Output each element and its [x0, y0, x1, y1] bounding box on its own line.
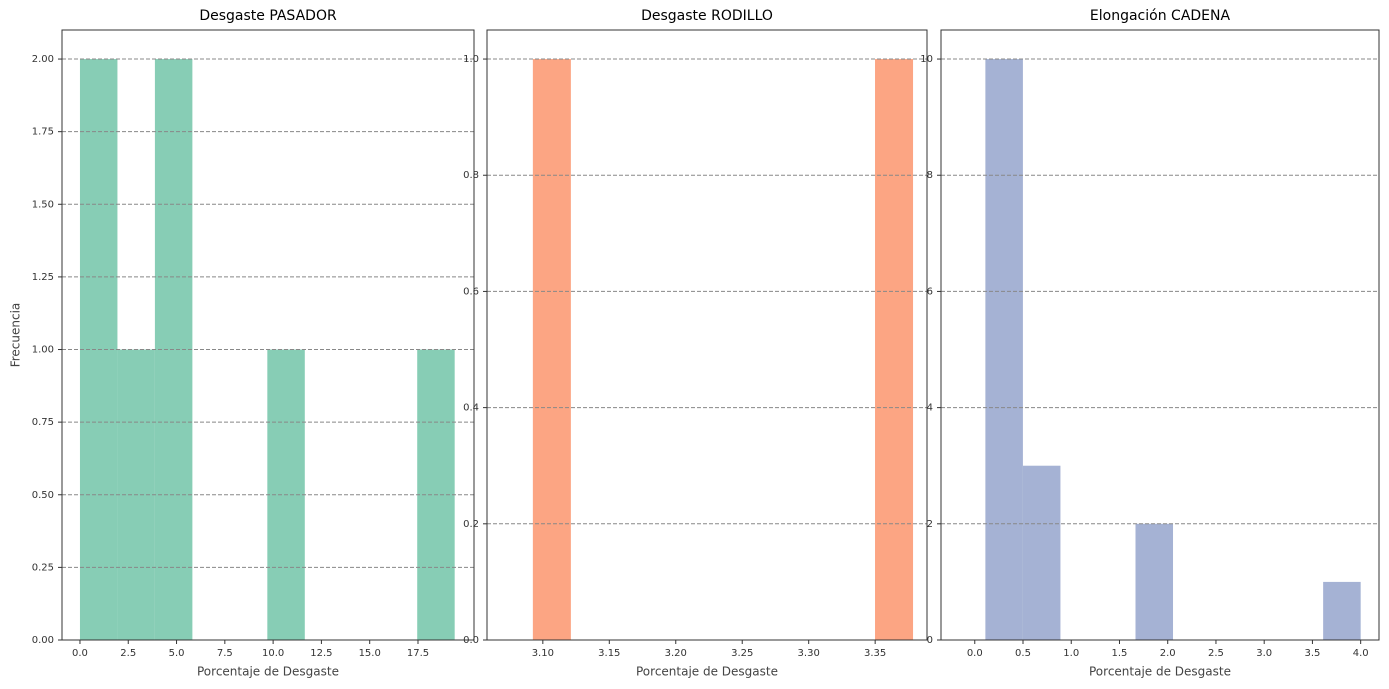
y-tick-label: 2.00	[32, 54, 54, 65]
x-tick-label: 12.5	[310, 648, 332, 659]
y-tick-label: 0.75	[32, 417, 54, 428]
x-tick-label: 3.0	[1256, 648, 1272, 659]
chart-title: Desgaste RODILLO	[641, 8, 773, 24]
x-tick-label: 1.0	[1063, 648, 1079, 659]
x-tick-label: 7.5	[217, 648, 233, 659]
axes-frame	[940, 29, 1380, 641]
x-tick-label: 17.5	[407, 648, 429, 659]
bar	[1022, 465, 1061, 640]
bar	[1323, 581, 1361, 640]
x-axis-label: Porcentaje de Desgaste	[1089, 665, 1231, 679]
x-tick-label: 3.15	[598, 648, 620, 659]
y-tick-label: 0.25	[32, 562, 54, 573]
y-tick-label: 0.6	[463, 286, 479, 297]
y-tick-label: 0.8	[463, 170, 479, 181]
x-tick-label: 5.0	[169, 648, 185, 659]
x-tick-label: 0.0	[967, 648, 983, 659]
y-tick-label: 0	[927, 635, 933, 646]
y-tick-label: 1.25	[32, 272, 54, 283]
y-tick-label: 2	[927, 519, 933, 530]
y-tick-label: 8	[927, 170, 933, 181]
bar	[532, 59, 571, 641]
x-tick-label: 4.0	[1353, 648, 1369, 659]
x-tick-label: 3.20	[665, 648, 687, 659]
y-tick-label: 0.4	[463, 403, 479, 414]
x-tick-label: 1.5	[1112, 648, 1128, 659]
bar	[1135, 523, 1174, 640]
x-tick-label: 3.10	[532, 648, 554, 659]
y-tick-label: 0.0	[463, 635, 479, 646]
y-tick-label: 0.2	[463, 519, 479, 530]
x-tick-label: 0.5	[1015, 648, 1031, 659]
x-axis-label: Porcentaje de Desgaste	[636, 665, 778, 679]
x-tick-label: 2.5	[1208, 648, 1224, 659]
x-tick-label: 2.5	[120, 648, 136, 659]
x-tick-label: 3.5	[1304, 648, 1320, 659]
chart-title: Desgaste PASADOR	[199, 8, 337, 24]
bar	[985, 59, 1023, 641]
y-tick-label: 6	[927, 286, 933, 297]
y-tick-label: 1.0	[463, 54, 479, 65]
x-tick-label: 2.0	[1160, 648, 1176, 659]
y-tick-label: 1.50	[32, 199, 54, 210]
y-tick-label: 10	[920, 54, 933, 65]
x-tick-label: 0.0	[72, 648, 88, 659]
bar	[875, 59, 914, 641]
y-tick-label: 0.50	[32, 490, 54, 501]
y-axis-label: Frecuencia	[9, 303, 23, 368]
x-tick-label: 15.0	[359, 648, 381, 659]
y-tick-label: 0.00	[32, 635, 54, 646]
chart-title: Elongación CADENA	[1090, 8, 1231, 24]
x-axis-label: Porcentaje de Desgaste	[197, 665, 339, 679]
axes-frame	[486, 29, 928, 641]
x-tick-label: 10.0	[262, 648, 284, 659]
axes-frame	[61, 29, 475, 641]
x-tick-label: 3.30	[798, 648, 820, 659]
y-tick-label: 4	[927, 403, 933, 414]
x-tick-label: 3.35	[864, 648, 886, 659]
x-tick-label: 3.25	[731, 648, 753, 659]
y-tick-label: 1.75	[32, 127, 54, 138]
y-tick-label: 1.00	[32, 345, 54, 356]
